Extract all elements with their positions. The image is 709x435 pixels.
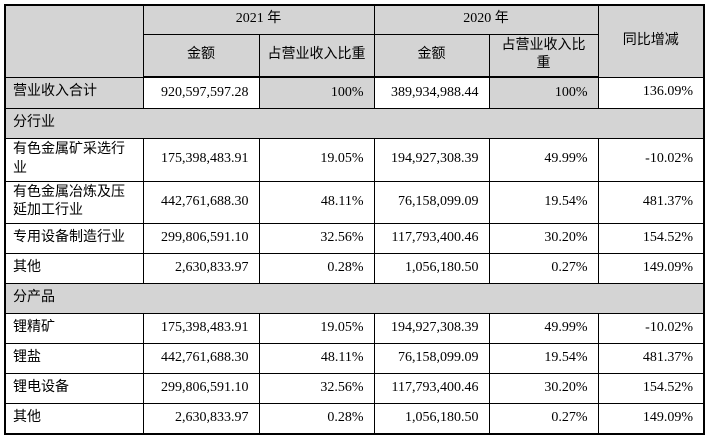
cell-value: 32.56% <box>258 223 375 255</box>
table-row: 有色金属冶炼及压延加工行业 442,761,688.30 48.11% 76,158,… <box>4 180 705 225</box>
cell-value: 194,927,308.39 <box>373 137 490 182</box>
cell-value: 32.56% <box>258 373 375 405</box>
cell-value: 117,793,400.46 <box>373 373 490 405</box>
header-share-2020: 占营业收入比重 <box>488 33 599 79</box>
cell-value: 481.37% <box>597 180 705 225</box>
header-row-years: 2021 年 2020 年 同比增减 <box>4 4 705 78</box>
cell-value: 48.11% <box>258 180 375 225</box>
header-year-2021: 2021 年 <box>142 4 375 35</box>
cell-value: -10.02% <box>597 137 705 182</box>
cell-value: 49.99% <box>488 313 599 345</box>
table-row: 其他 2,630,833.97 0.28% 1,056,180.50 0.27% 149.… <box>4 253 705 285</box>
cell-value: 30.20% <box>488 373 599 405</box>
cell-value: 1,056,180.50 <box>373 253 490 285</box>
row-label: 锂精矿 <box>4 313 144 345</box>
cell-value: 149.09% <box>597 253 705 285</box>
cell-value: 136.09% <box>597 76 705 109</box>
table-row: 锂电设备 299,806,591.10 32.56% 117,793,400.46 30… <box>4 373 705 405</box>
cell-value: 49.99% <box>488 137 599 182</box>
cell-value: 299,806,591.10 <box>142 373 260 405</box>
cell-value: 19.54% <box>488 343 599 375</box>
row-label: 专用设备制造行业 <box>4 223 144 255</box>
cell-value: 0.28% <box>258 253 375 285</box>
row-label: 有色金属冶炼及压延加工行业 <box>4 180 144 225</box>
table-row: 专用设备制造行业 299,806,591.10 32.56% 117,793,400.… <box>4 223 705 255</box>
row-label: 锂盐 <box>4 343 144 375</box>
cell-value: 19.05% <box>258 313 375 345</box>
row-label: 有色金属矿采选行业 <box>4 137 144 182</box>
cell-value: 30.20% <box>488 223 599 255</box>
header-yoy-change: 同比增减 <box>597 4 705 78</box>
header-amount-2020: 金额 <box>373 33 490 79</box>
section-row: 分产品 <box>4 283 705 315</box>
header-amount-2021: 金额 <box>142 33 260 79</box>
cell-value: 19.54% <box>488 180 599 225</box>
row-label: 营业收入合计 <box>4 76 144 109</box>
header-row-metrics: 金额 占营业收入比重 金额 占营业收入比重 <box>5 33 704 79</box>
section-row: 分行业 <box>4 107 705 139</box>
header-year-2020: 2020 年 <box>373 4 599 35</box>
table-body: 营业收入合计 920,597,597.28 100% 389,934,988.44 10… <box>4 76 705 435</box>
cell-value: 76,158,099.09 <box>373 343 490 375</box>
table-header: 2021 年 2020 年 同比增减 金额 占营业收入比重 金额 占营业收入比重 <box>4 4 705 79</box>
cell-value: 194,927,308.39 <box>373 313 490 345</box>
cell-value: 19.05% <box>258 137 375 182</box>
cell-value: 175,398,483.91 <box>142 137 260 182</box>
cell-value: 0.28% <box>258 403 375 435</box>
section-label: 分行业 <box>4 107 705 139</box>
table-row: 其他 2,630,833.97 0.28% 1,056,180.50 0.27% 149.… <box>4 403 705 435</box>
row-label: 其他 <box>4 403 144 435</box>
cell-value: 149.09% <box>597 403 705 435</box>
cell-value: 117,793,400.46 <box>373 223 490 255</box>
revenue-breakdown-table: 2021 年 2020 年 同比增减 金额 占营业收入比重 金额 占营业收入比重… <box>4 4 705 435</box>
cell-value: 175,398,483.91 <box>142 313 260 345</box>
cell-value: 442,761,688.30 <box>142 180 260 225</box>
table-row: 锂盐 442,761,688.30 48.11% 76,158,099.09 19.54… <box>4 343 705 375</box>
cell-value: -10.02% <box>597 313 705 345</box>
cell-value: 299,806,591.10 <box>142 223 260 255</box>
cell-value: 2,630,833.97 <box>142 403 260 435</box>
cell-value: 920,597,597.28 <box>142 76 260 109</box>
cell-value: 1,056,180.50 <box>373 403 490 435</box>
cell-value: 76,158,099.09 <box>373 180 490 225</box>
header-corner-cell <box>4 4 144 78</box>
table-row: 有色金属矿采选行业 175,398,483.91 19.05% 194,927,308… <box>4 137 705 182</box>
row-label: 其他 <box>4 253 144 285</box>
cell-value: 481.37% <box>597 343 705 375</box>
cell-value: 0.27% <box>488 403 599 435</box>
section-label: 分产品 <box>4 283 705 315</box>
cell-value: 154.52% <box>597 373 705 405</box>
cell-value: 100% <box>258 76 375 109</box>
cell-value: 442,761,688.30 <box>142 343 260 375</box>
cell-value: 48.11% <box>258 343 375 375</box>
cell-value: 0.27% <box>488 253 599 285</box>
cell-value: 154.52% <box>597 223 705 255</box>
table-row: 营业收入合计 920,597,597.28 100% 389,934,988.44 10… <box>4 76 705 109</box>
header-share-2021: 占营业收入比重 <box>258 33 375 79</box>
table-row: 锂精矿 175,398,483.91 19.05% 194,927,308.39 49.… <box>4 313 705 345</box>
cell-value: 2,630,833.97 <box>142 253 260 285</box>
cell-value: 389,934,988.44 <box>373 76 490 109</box>
cell-value: 100% <box>488 76 599 109</box>
row-label: 锂电设备 <box>4 373 144 405</box>
